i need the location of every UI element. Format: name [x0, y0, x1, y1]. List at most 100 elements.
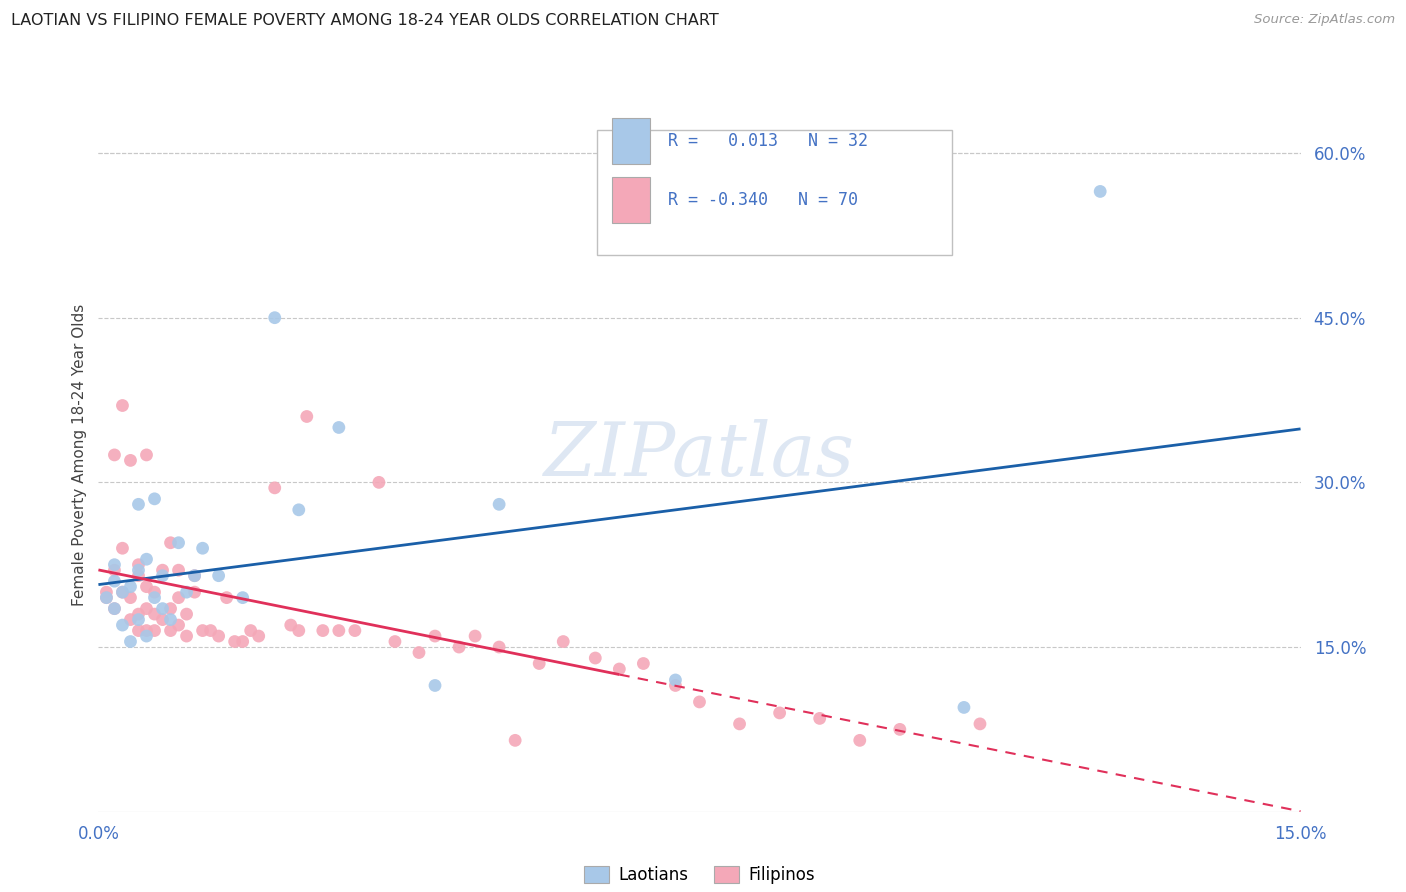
Text: R =   0.013   N = 32: R = 0.013 N = 32: [668, 132, 869, 150]
Text: R = -0.340   N = 70: R = -0.340 N = 70: [668, 191, 858, 209]
Point: [633, 657, 655, 671]
Point: [128, 563, 150, 577]
Point: [423, 678, 446, 692]
Point: [143, 624, 166, 638]
Point: [208, 568, 231, 582]
Point: [111, 541, 134, 556]
Point: [288, 624, 311, 638]
Point: [135, 580, 157, 594]
Point: [167, 618, 190, 632]
Point: [167, 563, 190, 577]
Point: [159, 535, 181, 549]
Point: [143, 591, 166, 605]
Point: [135, 629, 157, 643]
Point: [128, 558, 150, 572]
Point: [183, 568, 205, 582]
Point: [529, 657, 551, 671]
Point: [583, 651, 606, 665]
Point: [263, 310, 285, 325]
Point: [288, 503, 311, 517]
Point: [96, 591, 118, 605]
Point: [368, 475, 391, 490]
Point: [103, 448, 125, 462]
Bar: [612, 118, 650, 164]
Point: [224, 634, 246, 648]
Point: [152, 601, 174, 615]
Point: [295, 409, 318, 424]
Point: [553, 634, 575, 648]
Point: [159, 613, 181, 627]
Point: [808, 711, 831, 725]
Point: [128, 607, 150, 621]
Point: [152, 568, 174, 582]
Point: [503, 733, 526, 747]
Point: [128, 497, 150, 511]
Point: [152, 613, 174, 627]
Point: [111, 399, 134, 413]
Point: [103, 601, 125, 615]
Point: [889, 723, 911, 737]
Point: [183, 585, 205, 599]
Point: [208, 629, 231, 643]
Point: [239, 624, 262, 638]
Point: [408, 646, 430, 660]
Point: [120, 591, 142, 605]
Point: [423, 629, 446, 643]
Point: [609, 662, 631, 676]
Point: [312, 624, 335, 638]
Point: [176, 629, 198, 643]
Point: [328, 624, 350, 638]
Point: [103, 574, 125, 589]
Point: [664, 678, 686, 692]
Point: [111, 585, 134, 599]
Point: [128, 624, 150, 638]
Point: [447, 640, 470, 654]
Point: [167, 535, 190, 549]
Point: [664, 673, 686, 687]
Point: [1088, 185, 1111, 199]
Point: [464, 629, 486, 643]
Point: [143, 607, 166, 621]
Point: [849, 733, 872, 747]
Point: [135, 552, 157, 566]
Point: [769, 706, 792, 720]
Point: [128, 613, 150, 627]
Point: [135, 624, 157, 638]
Text: LAOTIAN VS FILIPINO FEMALE POVERTY AMONG 18-24 YEAR OLDS CORRELATION CHART: LAOTIAN VS FILIPINO FEMALE POVERTY AMONG…: [11, 13, 718, 29]
Point: [120, 634, 142, 648]
Point: [103, 563, 125, 577]
Point: [263, 481, 285, 495]
Point: [120, 580, 142, 594]
Point: [152, 563, 174, 577]
Point: [191, 541, 214, 556]
Point: [689, 695, 711, 709]
Point: [135, 601, 157, 615]
Point: [176, 585, 198, 599]
Point: [232, 591, 254, 605]
Point: [215, 591, 238, 605]
Point: [953, 700, 976, 714]
Point: [200, 624, 222, 638]
Legend: Laotians, Filipinos: Laotians, Filipinos: [576, 859, 823, 891]
Point: [143, 491, 166, 506]
Point: [343, 624, 366, 638]
Point: [111, 618, 134, 632]
Point: [135, 448, 157, 462]
Point: [969, 717, 991, 731]
Point: [167, 591, 190, 605]
Point: [128, 568, 150, 582]
Point: [111, 585, 134, 599]
Text: ZIPatlas: ZIPatlas: [544, 418, 855, 491]
Point: [176, 607, 198, 621]
Point: [120, 453, 142, 467]
Point: [143, 585, 166, 599]
Point: [96, 591, 118, 605]
Point: [488, 497, 510, 511]
Point: [384, 634, 406, 648]
Point: [247, 629, 270, 643]
Point: [159, 601, 181, 615]
Point: [120, 613, 142, 627]
Point: [280, 618, 302, 632]
Point: [488, 640, 510, 654]
Text: Source: ZipAtlas.com: Source: ZipAtlas.com: [1254, 13, 1395, 27]
